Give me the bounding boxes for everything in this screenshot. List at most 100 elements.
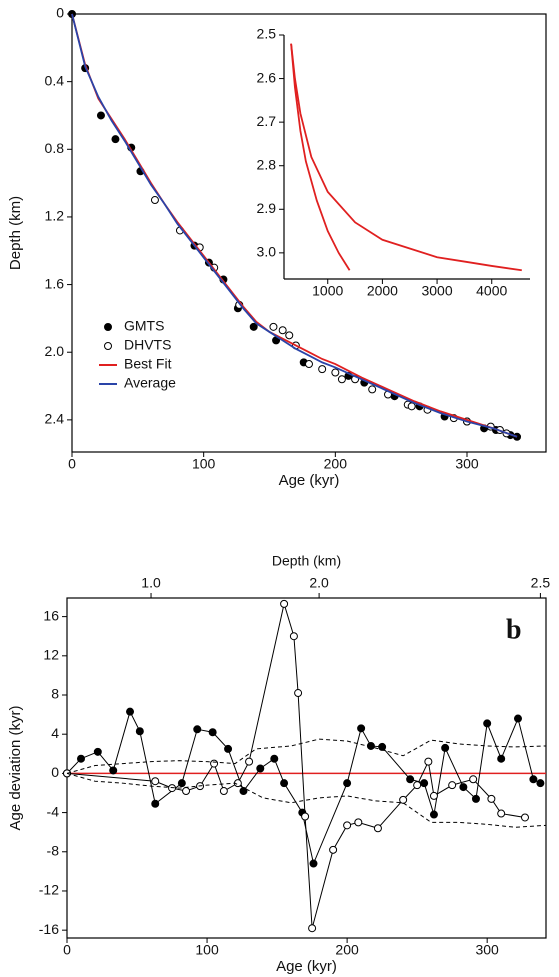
x2-tick-label: 1.0 [141,575,161,591]
data-point [126,707,135,716]
y-tick-label: 4 [51,725,59,741]
panel-label: b [506,614,522,645]
inset-background [284,35,530,279]
y-tick-label: 0 [51,764,59,780]
data-point [373,824,382,833]
data-point [366,741,375,750]
data-point [343,821,352,830]
data-point [278,326,287,335]
y-tick-label: 2.4 [45,411,65,427]
data-point [459,783,468,792]
series-line [66,738,547,774]
data-point [357,724,366,733]
x-tick-label: 200 [335,942,359,958]
data-point [368,385,377,394]
data-point [305,360,313,369]
data-point [177,779,186,788]
y-tick-label: 2.7 [257,113,277,129]
data-point [249,322,258,331]
x-axis-label: Age (kyr) [276,958,337,975]
x-tick-label: 200 [324,456,348,472]
data-point [429,810,438,819]
data-point [354,818,363,827]
legend-label: DHVTS [124,337,171,353]
data-point [111,135,120,144]
legend-marker [104,323,112,331]
legend-label: Best Fit [124,356,172,372]
x-tick-label: 2000 [367,283,398,299]
data-point [378,742,387,751]
y-axis-label: Age deviation (kyr) [7,705,24,830]
x-tick-label: 100 [195,942,219,958]
data-point [245,757,254,766]
y-tick-label: 2.0 [45,343,65,359]
y-tick-label: 1.6 [45,275,65,291]
data-point [469,775,478,784]
data-point [224,744,233,753]
data-point [487,794,496,803]
y-tick-label: 12 [43,647,59,663]
data-point [337,375,346,384]
legend-label: Average [124,375,176,391]
x-axis-label: Age (kyr) [279,472,340,489]
data-point [301,812,310,821]
data-point [289,632,298,641]
plot-frame [71,13,547,453]
data-point [151,799,160,808]
data-point [285,331,294,340]
y-tick-label: 2.9 [257,200,277,216]
y-tick-label: 1.2 [45,208,65,224]
data-point [471,794,480,803]
data-point [331,368,340,377]
data-point [529,775,538,784]
data-point [406,775,415,784]
data-point [269,322,278,331]
y-tick-label: 2.5 [257,26,277,42]
data-point [208,728,217,737]
data-point [343,779,352,788]
legend-marker [104,342,112,350]
y-tick-label: 16 [43,607,59,623]
data-point [256,764,265,773]
y-tick-label: 0.4 [45,72,65,88]
x-tick-label: 1000 [312,283,343,299]
series-line [290,43,351,271]
data-point [420,779,429,788]
y-tick-label: -8 [47,842,60,858]
data-point [96,111,105,120]
data-point [441,743,450,752]
data-point [182,787,191,796]
x-tick-label: 0 [68,456,76,472]
data-point [294,689,303,698]
x2-axis-label: Depth (km) [272,553,341,569]
data-point [280,599,289,608]
x-tick-label: 0 [63,942,71,958]
x-tick-label: 300 [455,456,479,472]
x-tick-label: 300 [475,942,499,958]
data-point [193,725,202,734]
y-tick-label: 0.8 [45,140,65,156]
data-point [93,747,102,756]
data-point [318,365,327,374]
y-tick-label: 2.8 [257,156,277,172]
data-point [536,779,545,788]
y-tick-label: 2.6 [257,69,277,85]
data-point [497,754,506,763]
data-point [520,813,529,822]
data-point [151,777,160,786]
data-point [109,766,118,775]
data-point [219,787,228,796]
x-tick-label: 3000 [421,283,452,299]
y-tick-label: 3.0 [257,244,277,260]
y-tick-label: 0 [56,5,64,21]
x-tick-label: 4000 [476,283,507,299]
series-line [66,772,547,828]
x2-tick-label: 2.5 [531,575,551,591]
x-tick-label: 100 [192,456,216,472]
y-tick-label: -12 [39,882,59,898]
y-tick-label: -16 [39,921,59,937]
data-point [210,759,219,768]
series-line [66,601,526,929]
